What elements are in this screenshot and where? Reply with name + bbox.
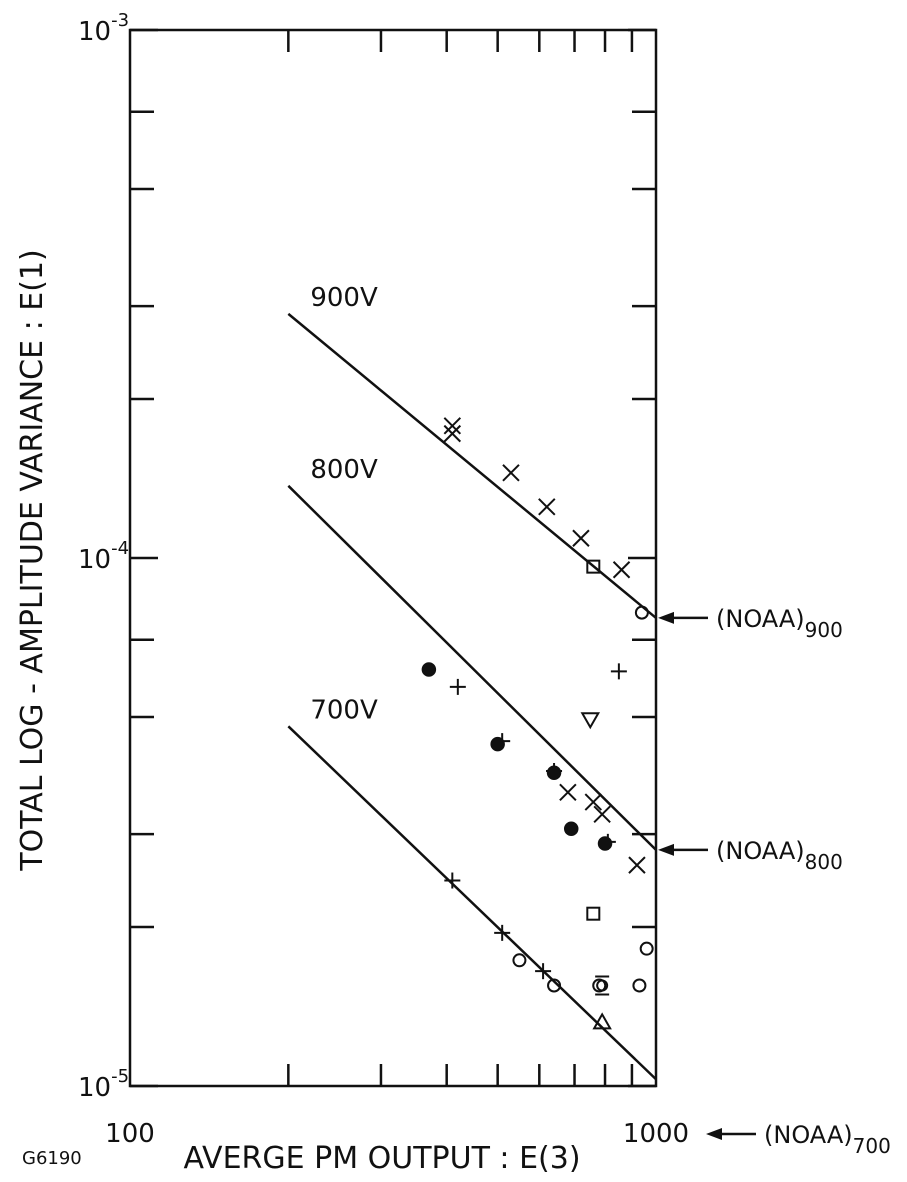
- marker-open-circle: [634, 605, 649, 620]
- marker-x-stroke: [538, 498, 556, 516]
- marker-filled-circle: [490, 736, 505, 752]
- marker-plus: [494, 924, 511, 941]
- x-axis-title: AVERGE PM OUTPUT : E(3): [183, 1141, 580, 1176]
- marker-open-circle: [592, 978, 607, 993]
- marker-plus: [535, 963, 552, 980]
- marker-filled-circle: [563, 821, 579, 837]
- marker-x: [593, 805, 611, 824]
- marker-x: [612, 561, 631, 579]
- marker-x: [584, 793, 603, 811]
- marker-open-circle: [512, 953, 527, 968]
- x-tick-label: 1000: [623, 1119, 689, 1149]
- marker-plus: [444, 872, 461, 889]
- marker-x: [443, 424, 462, 443]
- marker-x: [443, 417, 462, 435]
- marker-x: [572, 529, 590, 547]
- noaa-arrow-head: [658, 611, 674, 624]
- marker-x-stroke: [443, 424, 462, 443]
- figure-id: G6190: [22, 1148, 82, 1169]
- noaa-label: (NOAA)800: [716, 837, 843, 874]
- marker-x-stroke: [502, 464, 520, 482]
- marker-open-square: [586, 559, 601, 574]
- y-tick-label: 10-5: [78, 1066, 129, 1103]
- fit-line-label: 800V: [310, 455, 378, 485]
- marker-x: [628, 856, 646, 874]
- fit-line-label: 900V: [310, 283, 378, 313]
- marker-x-stroke: [628, 856, 646, 874]
- marker-x: [538, 498, 556, 516]
- marker-open-square: [586, 906, 601, 921]
- noaa-label: (NOAA)900: [716, 605, 843, 642]
- noaa-arrow-head: [706, 1128, 722, 1140]
- marker-open-circle: [632, 978, 647, 993]
- marker-plus: [610, 663, 627, 680]
- noaa-label: (NOAA)700: [764, 1121, 891, 1158]
- fit-line-900v: [287, 312, 657, 619]
- marker-x-stroke: [572, 529, 590, 547]
- marker-plus: [449, 678, 466, 695]
- marker-open-circle: [547, 978, 562, 993]
- marker-x: [559, 783, 577, 801]
- marker-filled-circle: [597, 836, 613, 851]
- marker-x-stroke: [443, 417, 462, 435]
- marker-x: [502, 464, 520, 482]
- marker-x-stroke: [559, 783, 577, 801]
- y-axis-title: TOTAL LOG - AMPLITUDE VARIANCE : E(1): [15, 249, 50, 871]
- x-tick-label: 100: [105, 1119, 155, 1149]
- marker-triangle-down: [580, 712, 601, 730]
- marker-x-stroke: [593, 805, 611, 824]
- marker-filled-circle: [421, 662, 437, 677]
- marker-x-stroke: [612, 561, 631, 579]
- y-tick-label: 10-4: [78, 538, 129, 575]
- noaa-arrow-head: [658, 843, 674, 856]
- marker-open-circle-bar: [595, 975, 610, 996]
- marker-open-circle: [639, 941, 654, 956]
- marker-triangle-up: [592, 1012, 612, 1030]
- marker-x-stroke: [584, 793, 603, 811]
- fit-line-700v: [287, 725, 657, 1081]
- fit-line-800v: [287, 484, 657, 851]
- marker-filled-circle: [546, 765, 562, 780]
- marker-open-circle: [596, 979, 609, 992]
- fit-line-label: 700V: [310, 695, 378, 725]
- plot-frame: [128, 28, 658, 1088]
- y-tick-label: 10-3: [78, 10, 129, 47]
